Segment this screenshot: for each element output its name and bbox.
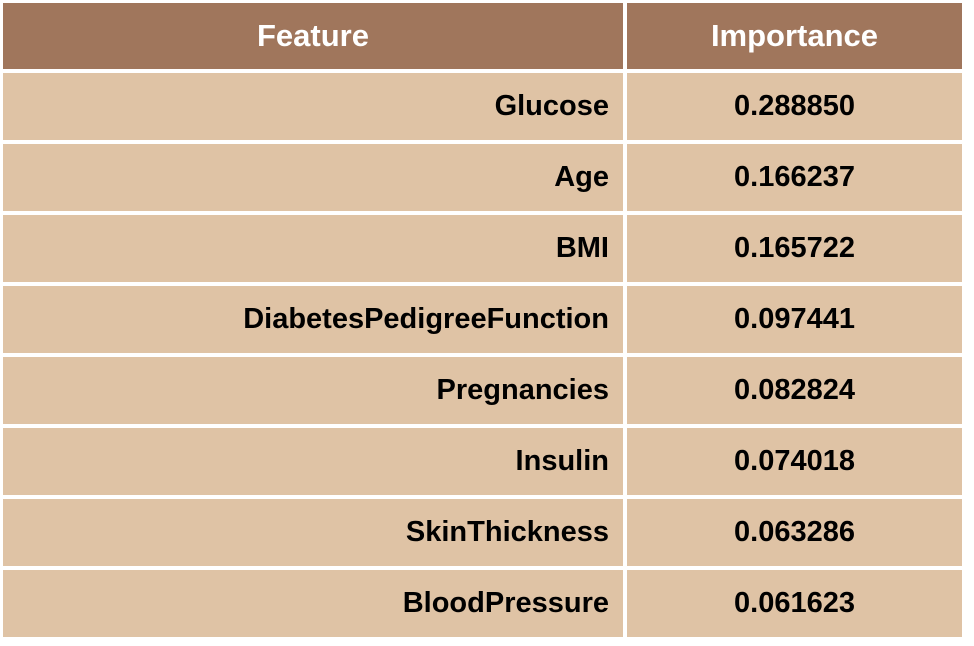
importance-cell: 0.082824 xyxy=(627,357,962,424)
header-importance: Importance xyxy=(627,3,962,69)
table-row: DiabetesPedigreeFunction 0.097441 xyxy=(3,286,962,353)
table-row: Glucose 0.288850 xyxy=(3,73,962,140)
feature-cell: Pregnancies xyxy=(3,357,623,424)
table-row: BMI 0.165722 xyxy=(3,215,962,282)
table-row: BloodPressure 0.061623 xyxy=(3,570,962,637)
table-header-row: Feature Importance xyxy=(3,3,962,69)
importance-cell: 0.166237 xyxy=(627,144,962,211)
importance-cell: 0.063286 xyxy=(627,499,962,566)
table-row: Insulin 0.074018 xyxy=(3,428,962,495)
feature-cell: Insulin xyxy=(3,428,623,495)
feature-cell: DiabetesPedigreeFunction xyxy=(3,286,623,353)
importance-cell: 0.074018 xyxy=(627,428,962,495)
feature-cell: BloodPressure xyxy=(3,570,623,637)
feature-importance-table-container: Feature Importance Glucose 0.288850 Age … xyxy=(3,3,971,641)
table-row: Age 0.166237 xyxy=(3,144,962,211)
importance-cell: 0.288850 xyxy=(627,73,962,140)
feature-cell: BMI xyxy=(3,215,623,282)
table-row: SkinThickness 0.063286 xyxy=(3,499,962,566)
feature-cell: Glucose xyxy=(3,73,623,140)
header-feature: Feature xyxy=(3,3,623,69)
table-row: Pregnancies 0.082824 xyxy=(3,357,962,424)
importance-cell: 0.097441 xyxy=(627,286,962,353)
importance-cell: 0.165722 xyxy=(627,215,962,282)
feature-cell: Age xyxy=(3,144,623,211)
importance-cell: 0.061623 xyxy=(627,570,962,637)
feature-cell: SkinThickness xyxy=(3,499,623,566)
